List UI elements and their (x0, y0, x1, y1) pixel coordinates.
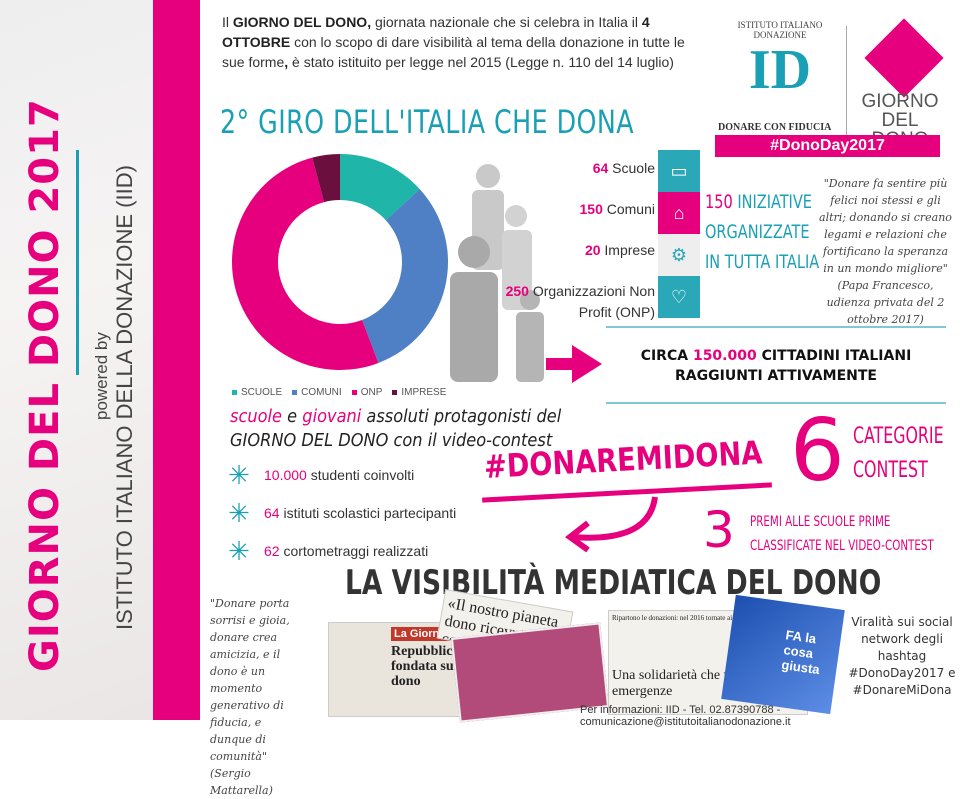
protagonisti-text: scuole e giovani assoluti protagonisti d… (230, 406, 562, 451)
stat-item: ✳ 10.000 studenti coinvolti (228, 460, 415, 490)
logo-tagline: DONARE CON FIDUCIA (718, 122, 832, 133)
mattarella-quote: "Donare porta sorrisi e gioia, donare cr… (210, 597, 290, 797)
id-mark: ID (748, 39, 812, 101)
logo-divider (846, 26, 847, 136)
iniziative-text: 150 INIZIATIVE ORGANIZZATE IN TUTTA ITALI… (705, 191, 820, 273)
pink-stripe (153, 0, 200, 720)
count-item: 20 Imprese (584, 242, 655, 258)
asterisk-icon: ✳ (228, 536, 250, 566)
logo: ISTITUTO ITALIANO DONAZIONE ID DONARE CO… (710, 10, 945, 157)
institute-name: ISTITUTO ITALIANO DELLA DONAZIONE (IID) (112, 165, 137, 630)
legend-item: SCUOLE (232, 387, 282, 398)
sidebar-divider (76, 150, 79, 375)
media-title: LA VISIBILITÀ MEDIATICA DEL DONO (345, 563, 882, 603)
iid-logo: ISTITUTO ITALIANO DONAZIONE ID (737, 20, 823, 101)
donut-slice-scuole (340, 154, 420, 221)
categories-count: 6 (790, 401, 845, 501)
heart-icon: ♡ (658, 276, 700, 318)
donut-chart (231, 154, 449, 370)
stat-item: ✳ 64 istituti scolastici partecipanti (228, 498, 457, 528)
people-icon (450, 164, 544, 382)
contact-info: Per informazioni: IID - Tel. 02.87390788… (580, 704, 791, 728)
building-icon: ⌂ (658, 192, 700, 234)
count-item: 250 Organizzazioni Non Profit (ONP) (505, 283, 655, 320)
count-item: 150 Comuni (579, 201, 656, 217)
gears-icon: ⚙ (658, 234, 700, 276)
chart-legend: SCUOLE COMUNI ONP IMPRESE (232, 387, 446, 398)
prizes-label: PREMI ALLE SCUOLE PRIME CLASSIFICATE NEL … (750, 514, 934, 554)
stat-item: ✳ 62 cortometraggi realizzati (228, 536, 429, 566)
categories-label: CATEGORIE CONTEST (853, 424, 944, 483)
hashtag-banner: #DonoDay2017 (715, 135, 940, 157)
book-icon: ▭ (658, 150, 700, 192)
category-icons: ▭ ⌂ ⚙ ♡ (658, 150, 700, 318)
curved-arrow-icon (564, 496, 658, 553)
intro-text: Il GIORNO DEL DONO, giornata nazionale c… (222, 14, 685, 70)
counts-list: 64 Scuole 150 Comuni 20 Imprese 250 Organiz… (500, 158, 655, 322)
asterisk-icon: ✳ (228, 498, 250, 528)
sidebar-title: GIORNO DEL DONO 2017 (22, 98, 68, 672)
viral-text: Viralità sui social network degli hashta… (848, 615, 956, 697)
donut-slice-imprese (312, 154, 340, 203)
donut-slice-comuni (362, 189, 449, 363)
papa-quote: "Donare fa sentire più felici noi stessi… (819, 177, 952, 326)
divider (606, 402, 946, 404)
tv-screenshot: FA la cosa giusta (721, 594, 845, 715)
arrow-right-icon (546, 345, 602, 383)
legend-item: ONP (351, 387, 382, 398)
main-title: 2° GIRO DELL'ITALIA CHE DONA (220, 103, 635, 141)
prizes-count: 3 (703, 501, 735, 559)
donut-slice-onp (231, 157, 379, 370)
legend-item: IMPRESE (392, 387, 446, 398)
asterisk-icon: ✳ (228, 460, 250, 490)
powered-by: powered by (92, 332, 111, 420)
diamond-icon (864, 18, 944, 98)
divider (606, 326, 946, 328)
count-item: 64 Scuole (592, 160, 655, 176)
circa-text: CIRCA 150.000 CITTADINI ITALIANI RAGGIUNT… (640, 348, 912, 384)
legend-item: COMUNI (292, 387, 342, 398)
